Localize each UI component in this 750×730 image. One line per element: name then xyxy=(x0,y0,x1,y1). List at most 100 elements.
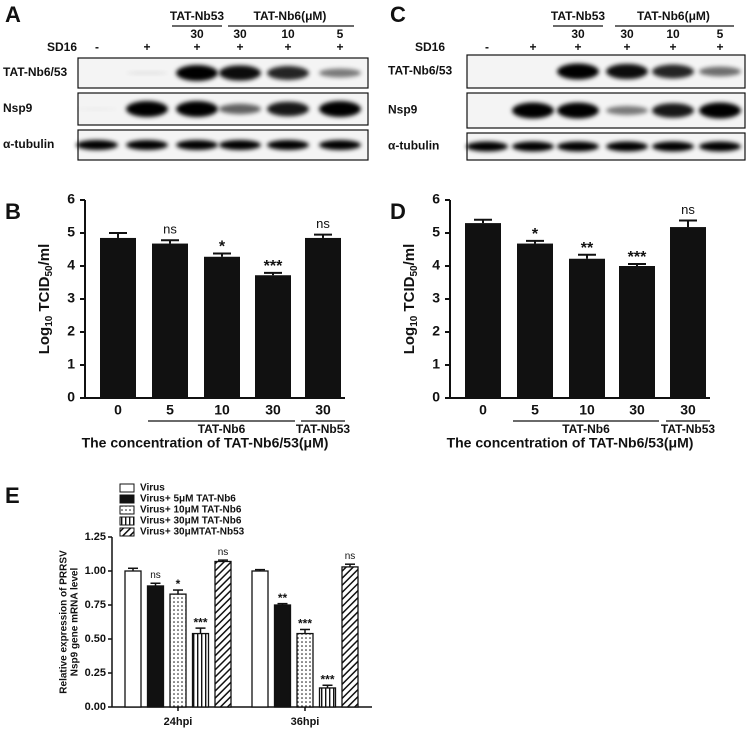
bar xyxy=(204,256,240,398)
blot-band xyxy=(267,140,309,150)
significance: ns xyxy=(218,547,229,558)
x-tick-label: 0 xyxy=(114,402,122,418)
y-tick-label: 1 xyxy=(432,356,440,372)
y-tick-label: 0 xyxy=(432,389,440,405)
blot-band xyxy=(699,66,741,77)
bar xyxy=(214,560,232,708)
sd16-mark: + xyxy=(236,40,243,54)
y-tick-label: 4 xyxy=(432,257,440,273)
blot-row-label: TAT-Nb6/53 xyxy=(3,65,68,79)
y-tick-label: 0 xyxy=(67,389,75,405)
y-axis-label: Log10 TCID50/ml xyxy=(401,244,420,355)
y-tick-label: 6 xyxy=(67,191,75,207)
bar xyxy=(191,632,210,708)
legend-swatch xyxy=(119,527,135,537)
significance: ns xyxy=(345,551,356,562)
significance: *** xyxy=(264,258,283,275)
dose-label: 30 xyxy=(620,27,634,41)
blot-band xyxy=(512,102,554,119)
x-axis-label: The concentration of TAT-Nb6/53(μM) xyxy=(447,435,694,451)
legend-label: Virus+ 30μM TAT-Nb6 xyxy=(140,516,242,527)
blot-band xyxy=(126,140,168,150)
legend-swatch xyxy=(119,505,135,515)
significance: *** xyxy=(628,249,647,266)
y-tick-label: 3 xyxy=(67,290,75,306)
sd16-label: SD16 xyxy=(415,40,445,54)
blot-band xyxy=(319,140,361,150)
y-tick-label: 2 xyxy=(67,323,75,339)
x-tick-label: 5 xyxy=(531,402,539,418)
y-tick-label: 3 xyxy=(432,290,440,306)
bar xyxy=(124,570,142,708)
blot-band xyxy=(267,66,309,80)
group-label: TAT-Nb6 xyxy=(198,422,246,436)
significance: ** xyxy=(581,240,594,257)
dose-label: 30 xyxy=(190,27,204,41)
y-tick-label: 1.25 xyxy=(85,531,106,543)
y-tick-label: 5 xyxy=(432,224,440,240)
y-axis-label-part: TCID xyxy=(36,276,53,315)
x-axis-label: The concentration of TAT-Nb6/53(μM) xyxy=(82,435,329,451)
significance: * xyxy=(532,226,539,243)
legend-label: Virus+ 30μMTAT-Nb53 xyxy=(140,527,245,538)
blot-band xyxy=(466,141,508,152)
bar xyxy=(619,266,655,398)
x-tick-label: 5 xyxy=(166,402,174,418)
bar xyxy=(305,237,341,398)
bar xyxy=(100,237,136,398)
panel-letter: C xyxy=(390,2,406,27)
group-label: TAT-Nb53 xyxy=(661,422,716,436)
y-axis-label-part: Log xyxy=(36,327,53,355)
blot-band xyxy=(557,102,599,119)
sd16-mark: + xyxy=(623,40,630,54)
significance: ns xyxy=(163,222,177,237)
y-tick-label: 1.00 xyxy=(85,565,106,577)
significance: *** xyxy=(320,672,334,686)
sd16-mark: + xyxy=(669,40,676,54)
panel-letter: A xyxy=(5,2,21,27)
sd16-label: SD16 xyxy=(47,40,77,54)
blot-band xyxy=(176,140,218,150)
panel-letter: E xyxy=(5,483,20,508)
x-tick-label: 30 xyxy=(265,402,281,418)
y-tick-label: 1 xyxy=(67,356,75,372)
y-axis-label-part: /ml xyxy=(401,244,418,266)
significance: ** xyxy=(278,591,288,605)
y-tick-label: 0.00 xyxy=(85,701,106,713)
legend-swatch xyxy=(119,494,135,504)
bar xyxy=(169,593,187,708)
blot-band xyxy=(319,68,361,78)
bar xyxy=(251,570,269,708)
blot-row-label: α-tubulin xyxy=(3,137,54,151)
legend-swatch xyxy=(119,483,135,493)
significance: *** xyxy=(298,617,312,631)
bar xyxy=(465,223,501,398)
y-axis-label-part: 50 xyxy=(409,265,420,277)
significance: *** xyxy=(193,615,207,629)
sd16-mark: - xyxy=(485,40,489,54)
y-axis-label-part: Log xyxy=(401,327,418,355)
y-axis-label-part: 10 xyxy=(44,315,55,327)
blot-band xyxy=(219,103,261,115)
sd16-mark: + xyxy=(143,40,150,54)
blot-band xyxy=(606,106,648,115)
y-axis-label: Relative expression of PRRSV xyxy=(59,550,70,694)
dose-label: 5 xyxy=(717,27,724,41)
x-tick-label: 0 xyxy=(479,402,487,418)
blot-band xyxy=(699,141,741,152)
blot-band xyxy=(652,64,694,79)
group-label: TAT-Nb6 xyxy=(562,422,610,436)
dose-label: 30 xyxy=(571,27,585,41)
x-tick-label: 30 xyxy=(680,402,696,418)
significance: ns xyxy=(150,570,161,581)
blot-band xyxy=(126,71,168,75)
sd16-mark: + xyxy=(284,40,291,54)
blot-band xyxy=(176,101,218,117)
group-header: TAT-Nb53 xyxy=(551,9,606,23)
sd16-mark: - xyxy=(95,40,99,54)
y-tick-label: 4 xyxy=(67,257,75,273)
group-header: TAT-Nb6(μM) xyxy=(637,9,710,23)
blot-band xyxy=(557,141,599,152)
legend-label: Virus xyxy=(140,483,165,494)
